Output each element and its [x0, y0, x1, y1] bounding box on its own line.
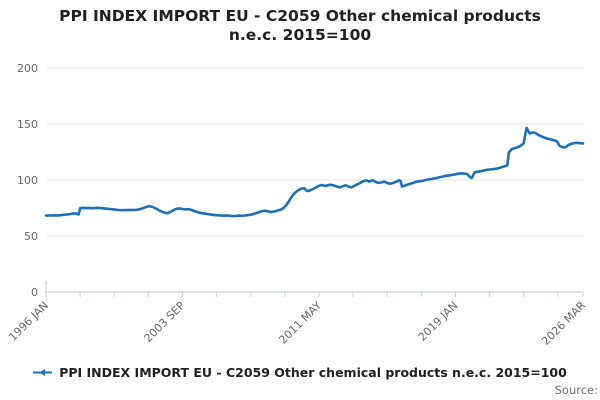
x-axis-label: 2019 JAN — [416, 299, 461, 344]
y-axis-label: 100 — [17, 174, 38, 187]
y-axis-label: 0 — [31, 286, 38, 299]
x-axis-label: 2026 MAR — [539, 299, 588, 348]
series-line[interactable] — [44, 126, 585, 218]
y-axis-label: 200 — [17, 62, 38, 75]
legend-series-marker-icon — [33, 369, 53, 376]
x-axis-label: 1996 JAN — [6, 299, 51, 344]
legend-series-label: PPI INDEX IMPORT EU - C2059 Other chemic… — [59, 365, 567, 380]
source-label: Source: — [554, 383, 598, 397]
legend-item[interactable]: PPI INDEX IMPORT EU - C2059 Other chemic… — [0, 365, 600, 380]
y-axis-label: 150 — [17, 118, 38, 131]
x-axis-label: 2003 SEP — [142, 299, 188, 345]
chart-title: PPI INDEX IMPORT EU - C2059 Other chemic… — [59, 7, 541, 45]
y-axis-label: 50 — [24, 230, 38, 243]
x-axis-label: 2011 MAY — [276, 299, 324, 347]
